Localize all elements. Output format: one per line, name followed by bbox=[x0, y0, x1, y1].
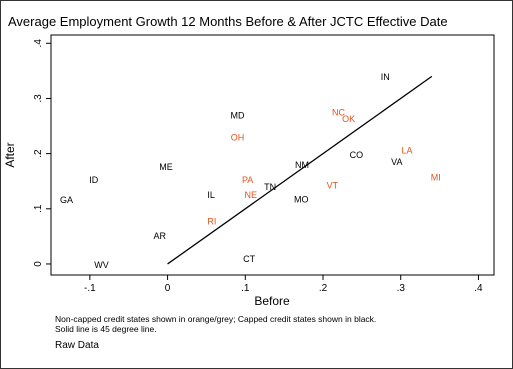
y-tick-label: .3 bbox=[33, 94, 44, 103]
point-label-la: LA bbox=[401, 145, 412, 155]
point-label-pa: PA bbox=[242, 175, 253, 185]
point-label-id: ID bbox=[89, 175, 99, 185]
point-label-tn: TN bbox=[264, 182, 276, 192]
x-tick-label: .3 bbox=[397, 283, 406, 294]
point-label-ri: RI bbox=[207, 216, 216, 226]
x-tick-label: 0 bbox=[165, 283, 171, 294]
y-tick-label: .2 bbox=[33, 149, 44, 158]
point-label-ok: OK bbox=[342, 114, 355, 124]
reference-line bbox=[167, 75, 433, 265]
point-label-il: IL bbox=[207, 190, 215, 200]
x-tick-label: -.1 bbox=[84, 283, 96, 294]
point-label-md: MD bbox=[231, 111, 245, 121]
y-axis-label: After bbox=[3, 142, 17, 167]
note-colors: Non-capped credit states shown in orange… bbox=[55, 314, 376, 324]
point-label-ct: CT bbox=[243, 254, 255, 264]
y-tick-label: .4 bbox=[33, 39, 44, 48]
point-label-ne: NE bbox=[244, 190, 257, 200]
x-tick-label: .2 bbox=[319, 283, 328, 294]
y-tick-label: .1 bbox=[33, 204, 44, 213]
y-tick-label: 0 bbox=[33, 261, 44, 267]
x-axis-label: Before bbox=[254, 294, 290, 308]
chart-title: Average Employment Growth 12 Months Befo… bbox=[8, 14, 448, 29]
plot-area bbox=[50, 34, 495, 276]
point-label-ga: GA bbox=[60, 195, 73, 205]
x-tick-label: .4 bbox=[474, 283, 483, 294]
point-label-ar: AR bbox=[154, 231, 167, 241]
x-axis: -.1 0 .1 .2 .3 .4 bbox=[84, 275, 483, 294]
point-label-vt: VT bbox=[327, 181, 339, 191]
point-label-co: CO bbox=[350, 150, 364, 160]
point-label-mi: MI bbox=[431, 172, 441, 182]
point-label-nc: NC bbox=[332, 108, 345, 118]
point-label-in: IN bbox=[381, 72, 390, 82]
point-label-mo: MO bbox=[294, 194, 309, 204]
x-tick-label: .1 bbox=[241, 283, 250, 294]
point-label-va: VA bbox=[391, 157, 402, 167]
reference-line-layer bbox=[167, 75, 433, 265]
note-raw-data: Raw Data bbox=[55, 340, 99, 351]
point-label-oh: OH bbox=[231, 133, 245, 143]
y-axis: 0 .1 .2 .3 .4 bbox=[33, 39, 51, 267]
point-label-wv: WV bbox=[94, 260, 109, 270]
point-label-nm: NM bbox=[295, 160, 309, 170]
note-line: Solid line is 45 degree line. bbox=[55, 324, 157, 334]
point-label-me: ME bbox=[159, 162, 173, 172]
